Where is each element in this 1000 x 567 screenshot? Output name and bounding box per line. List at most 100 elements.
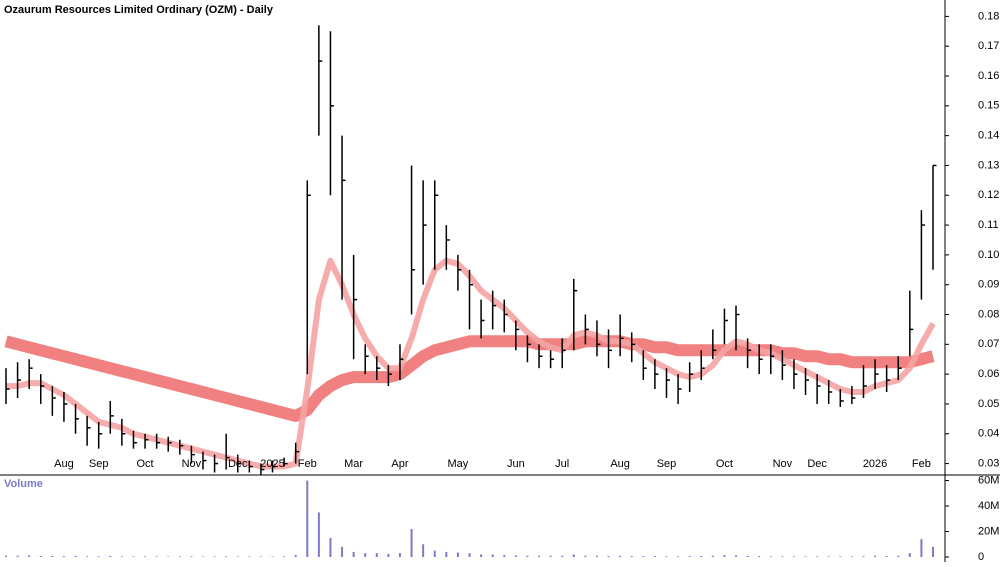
volume-bar xyxy=(16,555,19,557)
volume-bar xyxy=(329,537,332,557)
x-tick-label: Sep xyxy=(89,458,109,470)
x-tick-label: 2025 xyxy=(260,458,284,470)
volume-bar xyxy=(271,556,274,557)
volume-bar xyxy=(839,556,842,557)
volume-bar xyxy=(97,556,100,557)
volume-bar xyxy=(862,556,865,557)
volume-bar xyxy=(283,556,286,557)
volume-bar xyxy=(248,556,251,557)
volume-bar xyxy=(746,555,749,557)
y-tick-label: 0.04 xyxy=(978,428,999,440)
volume-bar xyxy=(62,556,65,557)
volume-bar xyxy=(874,555,877,557)
volume-bar xyxy=(920,539,923,557)
x-tick-label: Feb xyxy=(298,458,317,470)
x-tick-label: Feb xyxy=(912,458,931,470)
volume-bar xyxy=(932,546,934,557)
volume-bar xyxy=(456,552,459,557)
volume-bar xyxy=(792,556,795,557)
x-tick-label: Nov xyxy=(773,458,793,470)
volume-bar xyxy=(619,555,622,557)
volume-bar xyxy=(155,556,158,557)
y-tick-label: 60M xyxy=(978,474,999,486)
volume-bar xyxy=(677,556,680,557)
y-tick-label: 0.10 xyxy=(978,249,999,261)
x-tick-label: Jul xyxy=(555,458,569,470)
volume-bar xyxy=(364,553,367,557)
volume-bar xyxy=(120,556,123,557)
volume-bar xyxy=(352,551,355,557)
volume-bar xyxy=(213,556,216,557)
volume-bar xyxy=(688,556,691,557)
volume-bar xyxy=(132,556,135,557)
y-tick-label: 0.05 xyxy=(978,398,999,410)
y-tick-label: 0.13 xyxy=(978,159,999,171)
volume-bar xyxy=(595,555,598,557)
volume-bar xyxy=(908,553,911,557)
volume-bar xyxy=(317,512,320,557)
volume-bar xyxy=(630,555,633,557)
volume-bar xyxy=(584,555,587,557)
volume-bar xyxy=(711,555,714,557)
volume-bar xyxy=(897,555,900,557)
y-tick-label: 40M xyxy=(978,500,999,512)
volume-bar xyxy=(306,480,309,557)
volume-bar xyxy=(816,556,819,557)
volume-bar xyxy=(769,556,772,557)
volume-bar xyxy=(468,553,471,557)
volume-bar xyxy=(178,556,181,557)
volume-bar xyxy=(422,544,425,557)
x-tick-label: Dec xyxy=(807,458,827,470)
x-tick-label: Aug xyxy=(610,458,630,470)
volume-bar xyxy=(190,556,193,557)
volume-bar xyxy=(850,556,853,557)
volume-bar xyxy=(804,556,807,557)
x-tick-label: Mar xyxy=(344,458,363,470)
x-tick-label: Oct xyxy=(136,458,153,470)
volume-bar xyxy=(433,550,436,557)
volume-bar xyxy=(28,555,31,557)
volume-bar xyxy=(445,551,448,557)
volume-bar xyxy=(758,556,761,557)
y-tick-label: 0.15 xyxy=(978,100,999,112)
volume-bar xyxy=(503,555,506,557)
x-tick-label: Apr xyxy=(391,458,408,470)
volume-bar xyxy=(51,555,54,557)
x-tick-label: Sep xyxy=(657,458,677,470)
volume-bar xyxy=(480,554,483,557)
volume-bar xyxy=(341,546,344,557)
volume-bar xyxy=(375,553,378,557)
chart-title: Ozaurum Resources Limited Ordinary (OZM)… xyxy=(4,4,274,16)
x-tick-label: Nov xyxy=(182,458,202,470)
volume-bar xyxy=(653,556,656,557)
volume-bar xyxy=(665,556,668,557)
volume-bar xyxy=(885,555,888,557)
y-tick-label: 0.07 xyxy=(978,338,999,350)
x-tick-label: Jun xyxy=(507,458,525,470)
volume-bar xyxy=(167,556,170,557)
volume-bar xyxy=(259,556,262,557)
volume-bar xyxy=(74,555,77,557)
x-tick-label: Aug xyxy=(54,458,74,470)
volume-bar xyxy=(236,556,239,557)
volume-bar xyxy=(491,554,494,557)
volume-bar xyxy=(723,555,726,557)
volume-bar xyxy=(514,555,517,557)
x-tick-label: Dec xyxy=(228,458,248,470)
volume-bar xyxy=(538,555,541,557)
volume-bar xyxy=(561,555,564,557)
volume-bar xyxy=(642,556,645,557)
y-tick-label: 0.16 xyxy=(978,70,999,82)
y-tick-label: 0.14 xyxy=(978,130,999,142)
y-tick-label: 0.06 xyxy=(978,368,999,380)
long-average-band xyxy=(4,335,935,422)
y-tick-label: 0.12 xyxy=(978,189,999,201)
y-tick-label: 0.08 xyxy=(978,308,999,320)
volume-bar xyxy=(294,555,297,557)
volume-bar xyxy=(781,556,784,557)
volume-title: Volume xyxy=(4,478,43,490)
volume-bar xyxy=(86,556,89,557)
y-tick-label: 20M xyxy=(978,525,999,537)
volume-bar xyxy=(39,555,42,557)
